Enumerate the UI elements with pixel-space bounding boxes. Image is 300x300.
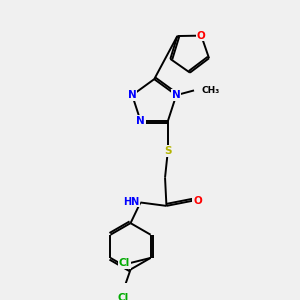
- Text: CH₃: CH₃: [202, 86, 220, 95]
- Text: N: N: [128, 90, 136, 100]
- Text: O: O: [197, 31, 206, 40]
- Text: Cl: Cl: [118, 258, 130, 268]
- Text: HN: HN: [123, 196, 139, 207]
- Text: O: O: [193, 196, 202, 206]
- Text: Cl: Cl: [118, 293, 129, 300]
- Text: N: N: [172, 90, 181, 100]
- Text: S: S: [164, 146, 172, 156]
- Text: N: N: [136, 116, 145, 126]
